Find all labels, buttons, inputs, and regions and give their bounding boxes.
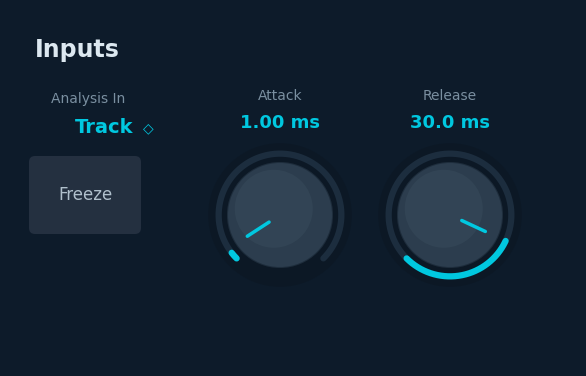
Text: ◇: ◇ [143, 121, 154, 135]
Text: Release: Release [423, 89, 477, 103]
Text: Analysis In: Analysis In [51, 92, 125, 106]
Circle shape [378, 143, 522, 287]
Text: Inputs: Inputs [35, 38, 120, 62]
Circle shape [208, 143, 352, 287]
Text: Track: Track [75, 118, 134, 137]
Circle shape [397, 162, 503, 268]
Circle shape [398, 163, 502, 267]
Text: 1.00 ms: 1.00 ms [240, 114, 320, 132]
Text: 30.0 ms: 30.0 ms [410, 114, 490, 132]
Text: Attack: Attack [258, 89, 302, 103]
Text: Freeze: Freeze [58, 186, 112, 204]
Circle shape [227, 162, 333, 268]
Circle shape [235, 170, 313, 248]
Circle shape [228, 163, 332, 267]
Circle shape [405, 170, 483, 248]
FancyBboxPatch shape [29, 156, 141, 234]
